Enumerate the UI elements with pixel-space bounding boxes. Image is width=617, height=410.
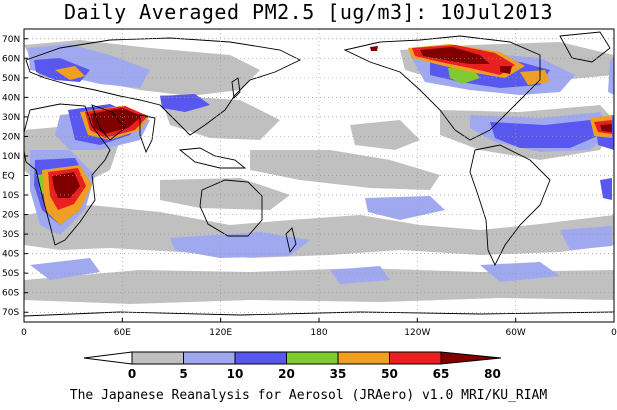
colorbar-segment bbox=[234, 351, 287, 365]
band-80-plus bbox=[52, 46, 612, 198]
footer-credit: The Japanese Reanalysis for Aerosol (JRA… bbox=[69, 388, 548, 403]
lon-label: 60W bbox=[505, 328, 525, 338]
map-title: Daily Averaged PM2.5 [ug/m3]: 10Jul2013 bbox=[63, 0, 554, 24]
lat-label: EQ bbox=[2, 172, 15, 182]
colorbar-label: 0 bbox=[128, 367, 136, 381]
colorbar-label: 80 bbox=[484, 367, 501, 381]
lat-label: 60S bbox=[2, 289, 19, 299]
colorbar-segment bbox=[389, 351, 442, 365]
concentration-field bbox=[24, 31, 614, 317]
colorbar-segment bbox=[440, 351, 502, 365]
lat-label: 50N bbox=[2, 74, 20, 84]
colorbar-label: 5 bbox=[179, 367, 187, 381]
colorbar-segment bbox=[131, 351, 184, 365]
coastlines bbox=[24, 31, 614, 317]
lat-label: 30S bbox=[2, 230, 19, 240]
colorbar-segment bbox=[286, 351, 339, 365]
colorbar-segment bbox=[183, 351, 236, 365]
lon-label: 120W bbox=[404, 328, 430, 338]
lon-label: 120E bbox=[209, 328, 232, 338]
colorbar-label: 65 bbox=[433, 367, 450, 381]
lat-label: 70S bbox=[2, 308, 19, 318]
colorbar-label: 10 bbox=[227, 367, 244, 381]
lat-label: 10N bbox=[2, 152, 20, 162]
colorbar: 0 5 10 20 35 50 65 80 bbox=[83, 351, 502, 381]
lat-label: 50S bbox=[2, 269, 19, 279]
lon-label: 180 bbox=[310, 328, 327, 338]
lat-label: 60N bbox=[2, 54, 20, 64]
lat-label: 40S bbox=[2, 250, 19, 260]
colorbar-segment bbox=[83, 351, 133, 365]
colorbar-segment bbox=[337, 351, 390, 365]
lat-label: 70N bbox=[2, 35, 20, 45]
lon-label: 60E bbox=[114, 328, 131, 338]
lon-label: 0 bbox=[21, 328, 27, 338]
colorbar-label: 20 bbox=[278, 367, 295, 381]
colorbar-label: 50 bbox=[381, 367, 398, 381]
lat-label: 40N bbox=[2, 93, 20, 103]
colorbar-label: 35 bbox=[330, 367, 347, 381]
longitude-labels: 0 60E 120E 180 120W 60W 0 bbox=[21, 318, 617, 338]
lat-label: 10S bbox=[2, 191, 19, 201]
latitude-labels: 70N 60N 50N 40N 30N 20N 10N EQ 10S 20S 30S 40S 50S 60… bbox=[2, 35, 28, 318]
lat-label: 20N bbox=[2, 132, 20, 142]
lat-label: 30N bbox=[2, 113, 20, 123]
lat-label: 20S bbox=[2, 211, 19, 221]
lon-label: 0 bbox=[611, 328, 617, 338]
